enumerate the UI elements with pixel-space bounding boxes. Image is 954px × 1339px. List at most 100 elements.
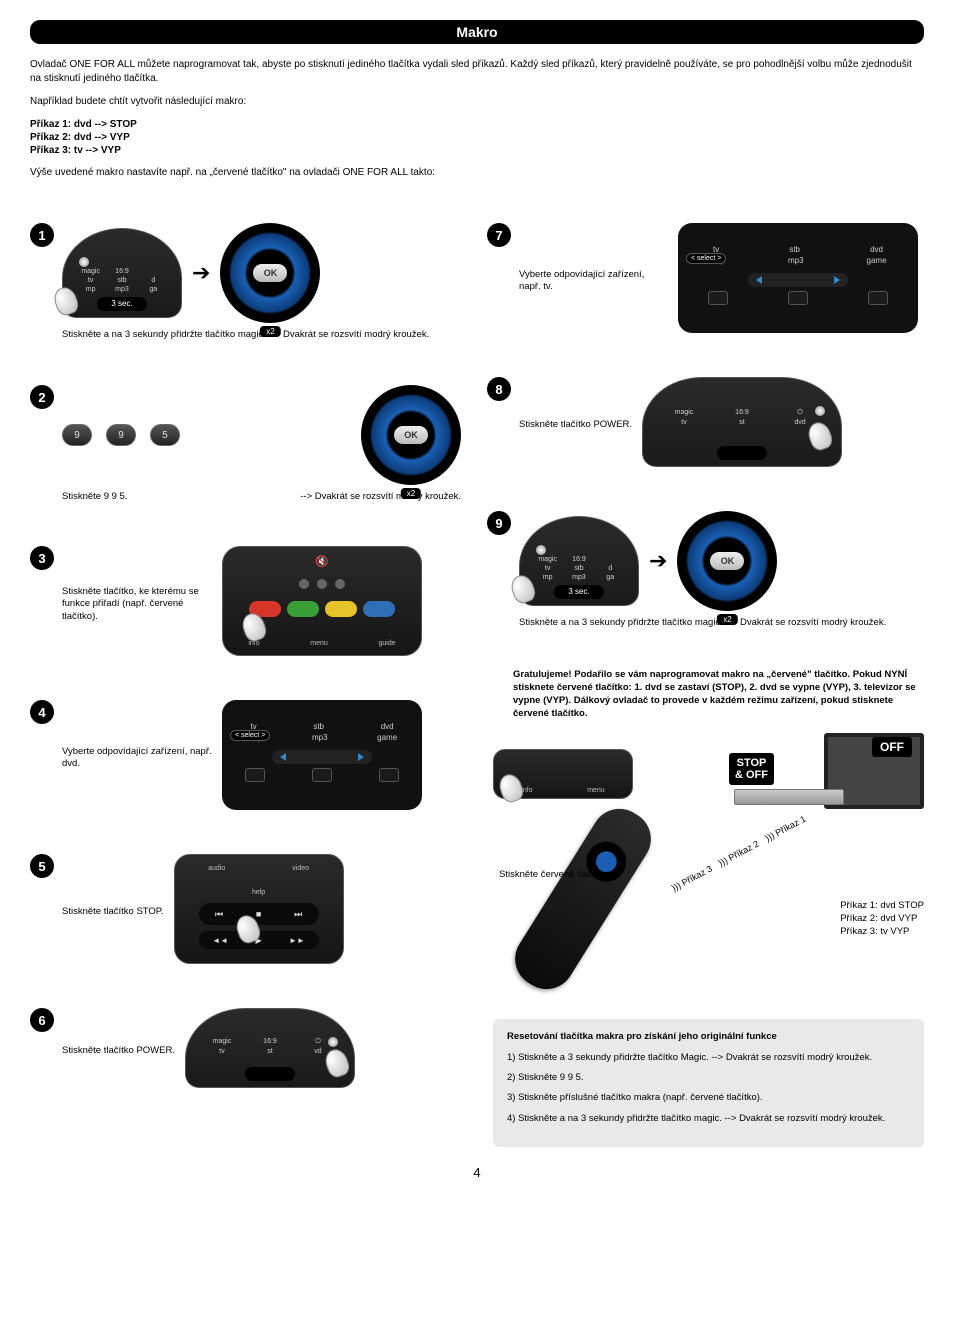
reset-step-4: 4) Stiskněte a na 3 sekundy přidržte tla… — [507, 1113, 910, 1125]
step-9-number: 9 — [487, 511, 511, 535]
step-3: 3 Stiskněte tlačítko, ke kterému se funk… — [30, 542, 467, 666]
label-mp3: mp3 — [108, 286, 136, 293]
remote-diagonal-icon — [505, 798, 662, 999]
arrow-icon: ➔ — [649, 548, 667, 574]
x2-badge: x2 — [717, 614, 737, 625]
label-stb: stb — [108, 277, 136, 284]
label-help: help — [252, 889, 265, 896]
label-magic: magic — [200, 1038, 243, 1046]
prev-icon: ⏮ — [215, 909, 223, 920]
label-tv: tv — [534, 565, 562, 572]
intro-paragraph-1: Ovladač ONE FOR ALL můžete naprogramovat… — [30, 58, 924, 85]
cmd-3: Příkaz 3: tv VYP — [840, 925, 924, 938]
reset-step-2: 2) Stiskněte 9 9 5. — [507, 1072, 910, 1084]
step-1: 1 magic 16:9 tv stb d mp mp3 — [30, 219, 467, 351]
label-stb: st — [248, 1048, 291, 1055]
step-7: 7 Vyberte odpovídající zařízení, např. t… — [487, 219, 924, 343]
step-7-number: 7 — [487, 223, 511, 247]
result-diagram: info menu STOP& OFF OFF ))) Příkaz 3 )))… — [493, 739, 924, 999]
x2-badge: x2 — [401, 488, 421, 499]
nav-bar-icon — [748, 273, 848, 287]
label-video: video — [292, 865, 309, 872]
dev-stb: stb — [789, 245, 800, 254]
step-5-number: 5 — [30, 854, 54, 878]
rewind-icon: ◄◄ — [212, 936, 228, 945]
arrow-icon: ➔ — [192, 260, 210, 286]
congrats-text: Gratulujeme! Podařilo se vám naprogramov… — [513, 669, 924, 720]
step-8-number: 8 — [487, 377, 511, 401]
step-2-caption-left: Stiskněte 9 9 5. — [62, 491, 127, 502]
label-guide: guide — [378, 640, 395, 647]
step-2: 2 9 9 5 OK x2 Stiskněte 9 9 5. — [30, 381, 467, 512]
step-9: 9 magic 16:9 tv stb d mp mp3 — [487, 507, 924, 639]
label-audio: audio — [208, 865, 225, 872]
intro-paragraph-2: Například budete chtít vytvořit následuj… — [30, 95, 924, 109]
step-8: 8 Stiskněte tlačítko POWER. magic 16:9 ⏻… — [487, 373, 924, 477]
dev-game: game — [377, 733, 397, 742]
ok-ring-graphic: OK x2 — [220, 223, 320, 323]
x2-badge: x2 — [260, 326, 280, 337]
step-5: 5 Stiskněte tlačítko STOP. audio video h… — [30, 850, 467, 974]
finger-icon — [496, 771, 526, 805]
remote-top-graphic: magic 16:9 tv stb d mp mp3 ga — [519, 516, 639, 606]
page-number: 4 — [30, 1165, 924, 1180]
select-badge: < select > — [686, 253, 726, 264]
label-magic: magic — [77, 268, 105, 275]
label-magic: magic — [534, 556, 562, 563]
right-column: 7 Vyberte odpovídající zařízení, např. t… — [487, 219, 924, 1147]
step-6-number: 6 — [30, 1008, 54, 1032]
dev-stb: stb — [313, 722, 324, 731]
label-ratio: 16:9 — [108, 268, 136, 275]
wave-1: ))) Příkaz 1 — [763, 813, 807, 843]
ok-label: OK — [394, 426, 428, 444]
label-amp: mp — [77, 286, 105, 293]
intro-cmd-1: Příkaz 1: dvd --> STOP — [30, 119, 924, 130]
dev-dvd: dvd — [381, 722, 394, 731]
device-select-screen: tv stb dvd amp mp3 game < select > — [678, 223, 918, 333]
dev-game: game — [867, 256, 887, 265]
label-dvd: d — [139, 277, 167, 284]
label-game: ga — [139, 286, 167, 293]
intro-paragraph-3: Výše uvedené makro nastavíte např. na „č… — [30, 166, 924, 180]
magic-button-icon — [536, 545, 546, 555]
label-tv: tv — [77, 277, 105, 284]
dvd-player-icon — [734, 789, 844, 805]
step-5-text: Stiskněte tlačítko STOP. — [62, 906, 164, 918]
dev-dvd: dvd — [870, 245, 883, 254]
label-mp3: mp3 — [565, 574, 593, 581]
green-button-icon — [287, 601, 319, 617]
label-menu: menu — [587, 787, 605, 794]
command-list: Příkaz 1: dvd STOP Příkaz 2: dvd VYP Pří… — [840, 899, 924, 939]
forward-icon: ►► — [289, 936, 305, 945]
ok-label: OK — [710, 552, 744, 570]
step-8-text: Stiskněte tlačítko POWER. — [519, 419, 632, 431]
small-remote-panel: info menu — [493, 749, 633, 799]
reset-title: Resetování tlačítka makra pro získání je… — [507, 1031, 910, 1042]
next-icon: ⏭ — [294, 909, 302, 920]
command-wave-labels: ))) Příkaz 3 ))) Příkaz 2 ))) Příkaz 1 — [670, 810, 813, 892]
label-ratio: 16:9 — [248, 1038, 291, 1046]
stop-off-badge: STOP& OFF — [729, 753, 774, 785]
label-ratio: 16:9 — [716, 409, 768, 417]
ok-ring-graphic: OK x2 — [677, 511, 777, 611]
wave-3: ))) Příkaz 3 — [670, 863, 714, 893]
press-red-caption: Stiskněte červené tlačítko. — [499, 869, 610, 880]
transport-bar: ⏮ ■ ⏭ — [199, 903, 319, 925]
section-title-bar: Makro — [30, 20, 924, 44]
media-panel: audio video help ⏮ ■ ⏭ ◄◄ ▶ ►► — [174, 854, 344, 964]
remote-top-graphic: magic 16:9 ⏻ tv st vd — [185, 1008, 355, 1088]
reset-step-3: 3) Stiskněte příslušné tlačítko makra (n… — [507, 1092, 910, 1104]
reset-box: Resetování tlačítka makra pro získání je… — [493, 1019, 924, 1147]
digit-row: 9 9 5 — [62, 424, 180, 446]
label-stb: stb — [565, 565, 593, 572]
reset-step-1: 1) Stiskněte a 3 sekundy přidržte tlačít… — [507, 1052, 910, 1064]
label-tv: tv — [658, 419, 710, 426]
color-button-panel: 🔇 info menu guide — [222, 546, 422, 656]
step-2-caption-right: --> Dvakrát se rozsvítí modrý kroužek. — [300, 491, 461, 502]
label-tv: tv — [200, 1048, 243, 1055]
wave-2: ))) Příkaz 2 — [717, 838, 761, 868]
digit-9a: 9 — [62, 424, 92, 446]
dev-mp3: mp3 — [788, 256, 804, 265]
ok-ring-graphic: OK x2 — [361, 385, 461, 485]
label-ratio: 16:9 — [565, 556, 593, 563]
